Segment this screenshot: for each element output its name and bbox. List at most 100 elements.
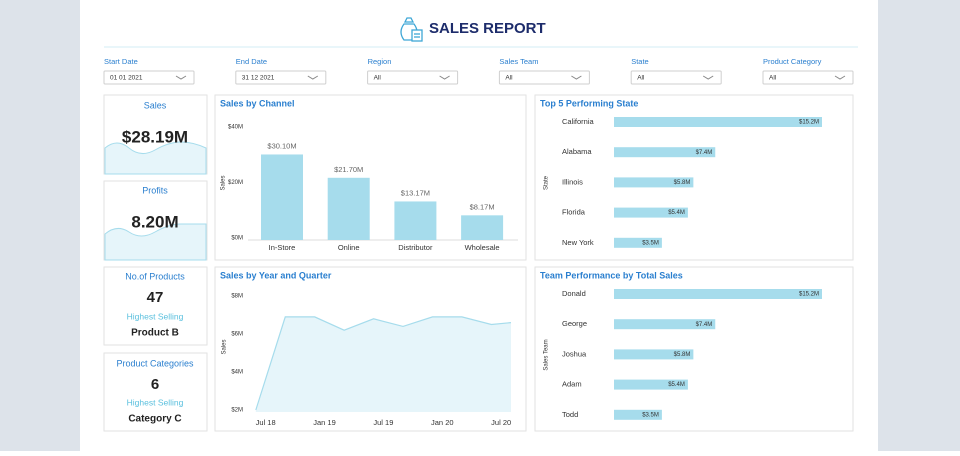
y-tick-label: $0M	[231, 236, 243, 242]
bar	[327, 177, 370, 240]
bar	[261, 154, 303, 240]
bar	[614, 147, 716, 158]
bar	[614, 379, 688, 390]
filter-label: Product Category	[763, 57, 822, 66]
y-tick-label: Todd	[562, 410, 578, 419]
card-value: 8.20M	[131, 212, 178, 231]
card-value: 6	[151, 376, 159, 393]
dropdown[interactable]: All	[367, 70, 459, 85]
x-tick-label: Jul 20	[491, 418, 511, 427]
y-tick-label: $2M	[231, 408, 243, 414]
dropdown-box	[103, 70, 195, 85]
y-tick-label: California	[562, 117, 595, 126]
y-axis-label: Sales Team	[544, 339, 550, 370]
report-title: SALES REPORT	[429, 20, 546, 37]
bar	[614, 349, 694, 360]
y-tick-label: Alabama	[562, 147, 592, 156]
bar	[614, 409, 662, 420]
y-tick-label: Joshua	[562, 349, 587, 358]
value-label: $5.8M	[674, 352, 691, 358]
chevron	[834, 75, 846, 80]
value-label: $5.4M	[668, 210, 685, 216]
dropdown-value: All	[374, 75, 382, 82]
value-label: $21.70M	[334, 165, 363, 174]
card-title: Product Categories	[116, 358, 194, 368]
chart-title: Top 5 Performing State	[540, 98, 638, 108]
y-axis-label: State	[544, 175, 550, 190]
value-label: $15.2M	[799, 120, 819, 126]
y-tick-label: New York	[562, 238, 594, 247]
chevron	[175, 75, 187, 80]
card-subtitle: Highest Selling	[127, 311, 184, 321]
y-tick-label: Florida	[562, 208, 586, 217]
x-tick-label: Wholesale	[465, 243, 500, 252]
chevron	[439, 75, 450, 80]
x-tick-label: Jul 18	[256, 418, 276, 427]
dropdown-box	[762, 70, 854, 85]
dropdown[interactable]: All	[498, 70, 590, 85]
y-tick-label: George	[562, 319, 587, 328]
bar	[614, 289, 822, 299]
y-tick-label: $20M	[228, 180, 243, 186]
y-tick-label: $8M	[231, 294, 243, 300]
dropdown[interactable]: 01 01 2021	[103, 70, 195, 85]
x-tick-label: Jan 19	[313, 418, 336, 427]
card-subtitle: Highest Selling	[127, 397, 184, 407]
card-value: $28.19M	[122, 127, 188, 146]
bar	[614, 319, 716, 330]
dropdown-box	[630, 70, 722, 85]
chart-title: Sales by Year and Quarter	[220, 270, 332, 280]
card	[103, 266, 208, 346]
chevron	[702, 75, 714, 80]
value-label: $3.5M	[642, 412, 659, 418]
dropdown[interactable]: All	[630, 70, 722, 85]
value-label: $7.4M	[696, 150, 713, 156]
chart-title: Team Performance by Total Sales	[540, 270, 683, 280]
value-label: $5.8M	[674, 180, 691, 186]
value-label: $15.2M	[799, 292, 819, 298]
bar	[614, 237, 662, 248]
x-tick-label: In-Store	[269, 243, 296, 252]
dropdown[interactable]: 31 12 2021	[235, 70, 327, 85]
y-tick-label: Adam	[562, 380, 582, 389]
card-title: No.of Products	[125, 271, 185, 281]
card-title: Sales	[144, 100, 167, 110]
report-icon	[400, 17, 423, 42]
dropdown-value: 01 01 2021	[110, 75, 143, 82]
filter-label: Start Date	[104, 57, 138, 66]
card-value: 47	[147, 289, 164, 306]
x-tick-label: Jan 20	[431, 418, 454, 427]
dropdown[interactable]: All	[762, 70, 854, 85]
card-detail: Category C	[128, 414, 181, 425]
y-axis-label: Sales	[222, 339, 228, 354]
value-label: $13.17M	[401, 188, 430, 197]
y-tick-label: Illinois	[562, 177, 583, 186]
filter-label: End Date	[236, 57, 267, 66]
y-tick-label: $4M	[231, 370, 243, 376]
filter-label: State	[631, 57, 649, 66]
bar	[614, 117, 822, 127]
chevron	[571, 75, 582, 80]
dropdown-value: All	[769, 75, 777, 82]
area-line	[255, 316, 512, 411]
dropdown-value: All	[505, 75, 513, 82]
dropdown-value: 31 12 2021	[242, 75, 275, 82]
bar	[461, 215, 504, 240]
y-tick-label: $40M	[228, 125, 243, 131]
value-label: $7.4M	[696, 322, 713, 328]
chart-title: Sales by Channel	[220, 98, 295, 108]
y-tick-label: Donald	[562, 289, 586, 298]
card-title: Profits	[142, 185, 168, 195]
value-label: $30.10M	[267, 141, 296, 150]
dropdown-box	[367, 70, 459, 85]
charts: Sales $0M $20M $40M $30.10M In-Store $21.70M On…	[221, 117, 822, 427]
bar	[394, 201, 437, 240]
value-label: $5.4M	[668, 382, 685, 388]
x-tick-label: Jul 19	[373, 418, 393, 427]
card-detail: Product B	[131, 328, 179, 339]
y-axis-label: Sales	[221, 175, 227, 190]
value-label: $3.5M	[642, 240, 659, 246]
dropdown-value: All	[637, 75, 645, 82]
value-label: $8.17M	[470, 202, 495, 211]
